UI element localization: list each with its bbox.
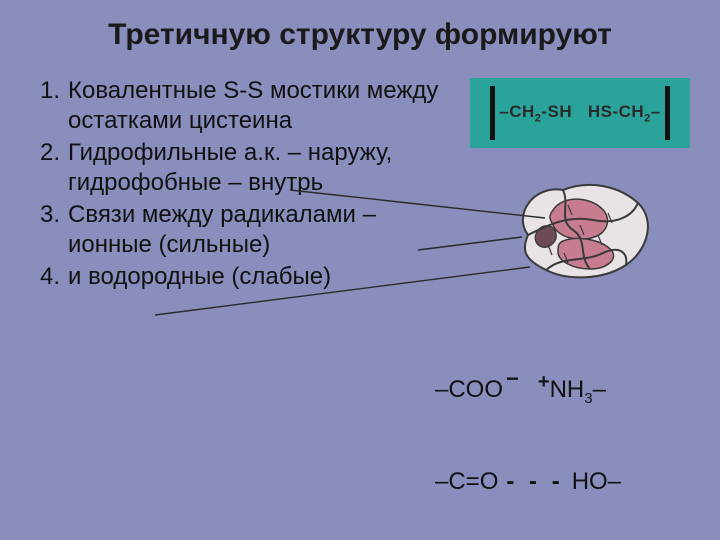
disulfide-formula-box: –CH2-SH HS-CH2– (470, 78, 690, 148)
list-text: Связи между радикалами – ионные (сильные… (68, 200, 448, 260)
bracket-bar-right (665, 86, 670, 140)
bracket-bar-left (490, 86, 495, 140)
list-number: 1. (32, 76, 68, 136)
protein-structure-diagram (508, 175, 658, 285)
list-text: Гидрофильные а.к. – наружу, гидрофобные … (68, 138, 448, 198)
list-number: 3. (32, 200, 68, 260)
hbond-dashes: - - - (498, 468, 571, 495)
page-title: Третичную структуру формируют (0, 0, 720, 52)
hydrogen-bond-formula: –C=O- - -HO– (435, 468, 621, 496)
ionic-bond-formula: –COO−+NH3– (435, 368, 606, 407)
list-number: 4. (32, 262, 68, 292)
list-text: и водородные (слабые) (68, 262, 331, 292)
list-number: 2. (32, 138, 68, 198)
disulfide-formula: –CH2-SH HS-CH2– (499, 102, 661, 124)
list-text: Ковалентные S-S мостики между остатками … (68, 76, 448, 136)
